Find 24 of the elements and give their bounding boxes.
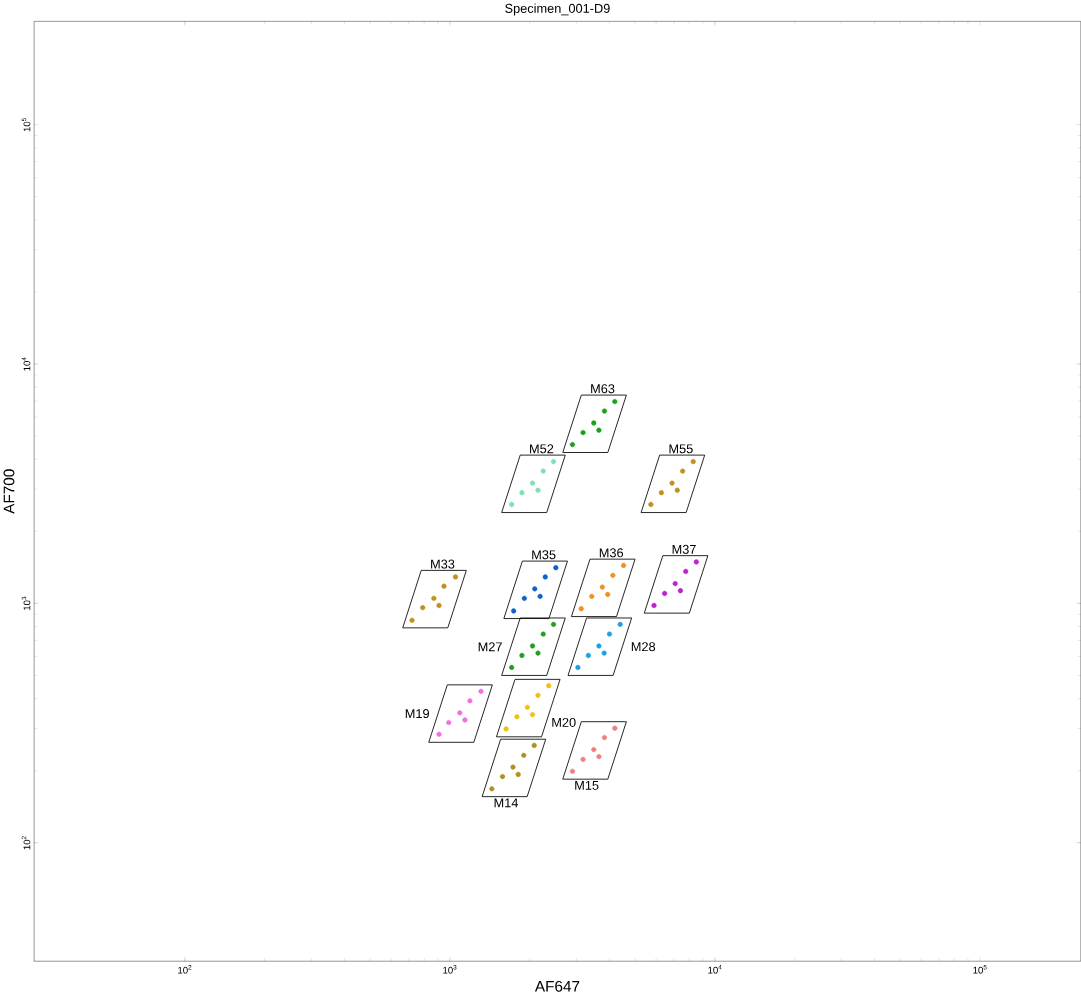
- series-label: M63: [591, 384, 615, 394]
- y-axis-title: AF700: [3, 469, 15, 514]
- x-tick-label: 10$^{5}$: [973, 964, 987, 974]
- series-label: M19: [405, 708, 429, 718]
- series-label: M35: [532, 550, 556, 560]
- y-tick-label: 10$^{2}$: [21, 836, 31, 850]
- series-label: M28: [631, 642, 656, 652]
- y-tick-label: 10$^{4}$: [21, 357, 31, 371]
- y-tick-label: 10$^{3}$: [21, 596, 31, 610]
- x-axis-title: AF647: [534, 980, 580, 992]
- series-label: M27: [478, 642, 502, 652]
- series-label: M36: [599, 548, 624, 558]
- chart-title: Specimen_001-D9: [505, 3, 610, 16]
- series-label: M15: [575, 780, 599, 790]
- series-label: M33: [431, 559, 455, 569]
- y-tick-label: 10$^{5}$: [21, 117, 31, 132]
- series-label: M52: [530, 444, 554, 454]
- series-label: M55: [669, 444, 693, 454]
- series-label: M37: [672, 544, 696, 554]
- x-tick-label: 10$^{3}$: [443, 964, 457, 974]
- x-tick-label: 10$^{2}$: [178, 964, 192, 974]
- series-label: M14: [494, 798, 519, 808]
- series-label: M20: [552, 717, 576, 727]
- x-tick-label: 10$^{4}$: [708, 964, 722, 974]
